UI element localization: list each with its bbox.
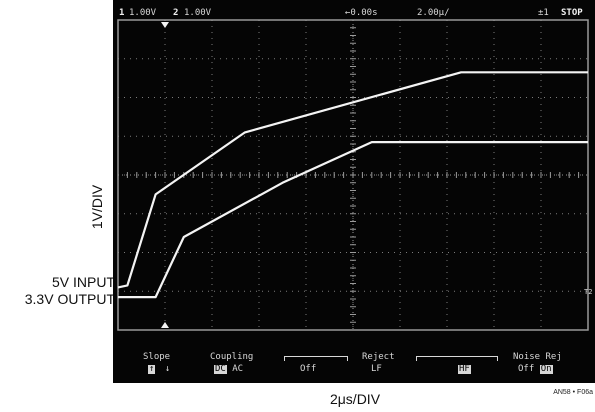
timebase: 2.00μ/ <box>417 8 450 18</box>
trigger-indicator: ±1 <box>538 8 549 18</box>
run-status: STOP <box>561 8 583 18</box>
input-trace-line <box>117 71 588 289</box>
horizontal-scale-label: 2μs/DIV <box>329 391 381 407</box>
output-trace-line <box>118 141 588 299</box>
coupling-label: Coupling <box>210 352 254 362</box>
oscilloscope-screen: 1 1.00V 2 1.00V ←0.00s 2.00μ/ ±1 STOP T2… <box>113 0 595 383</box>
trigger-marker-top <box>161 22 169 28</box>
trigger-marker-bottom <box>161 322 169 328</box>
trigger-markers <box>161 22 169 328</box>
slope-softkey[interactable]: ↑ ↓ <box>148 364 170 374</box>
noise-rej-on-option[interactable]: On <box>539 364 553 374</box>
noise-rej-off-option[interactable]: Off <box>518 364 535 374</box>
ch1-number: 1 <box>119 8 125 18</box>
ch2-number: 2 <box>173 8 179 18</box>
traces <box>117 71 588 299</box>
input-trace-label: 5V INPUT <box>51 274 115 290</box>
graticule-grid <box>117 19 589 331</box>
slope-rising-option[interactable]: ↑ <box>148 364 156 374</box>
reject-hf-option[interactable]: HF <box>458 364 471 374</box>
noise-rej-softkey[interactable]: Off On <box>518 364 553 374</box>
reject-bracket-left <box>284 356 348 361</box>
time-offset: ←0.00s <box>345 8 378 18</box>
noise-rej-label: Noise Rej <box>513 352 562 362</box>
reject-label: Reject <box>362 352 395 362</box>
coupling-softkey[interactable]: DC AC <box>214 364 243 374</box>
reject-off-option[interactable]: Off <box>300 364 317 374</box>
vertical-scale-label: 1V/DIV <box>89 184 105 230</box>
slope-label: Slope <box>143 352 171 362</box>
waveform-display <box>117 19 589 331</box>
side-marker: T2 <box>584 288 593 296</box>
output-trace-label: 3.3V OUTPUT <box>24 291 115 307</box>
reject-lf-option[interactable]: LF <box>371 364 382 374</box>
ch2-scale: 1.00V <box>184 8 212 18</box>
coupling-ac-option[interactable]: AC <box>232 364 244 374</box>
coupling-dc-option[interactable]: DC <box>214 364 227 374</box>
slope-falling-option[interactable]: ↓ <box>164 364 171 374</box>
figure-reference: AN58 • F06a <box>553 389 593 396</box>
ch1-scale: 1.00V <box>129 8 157 18</box>
reject-bracket-right <box>416 356 498 361</box>
